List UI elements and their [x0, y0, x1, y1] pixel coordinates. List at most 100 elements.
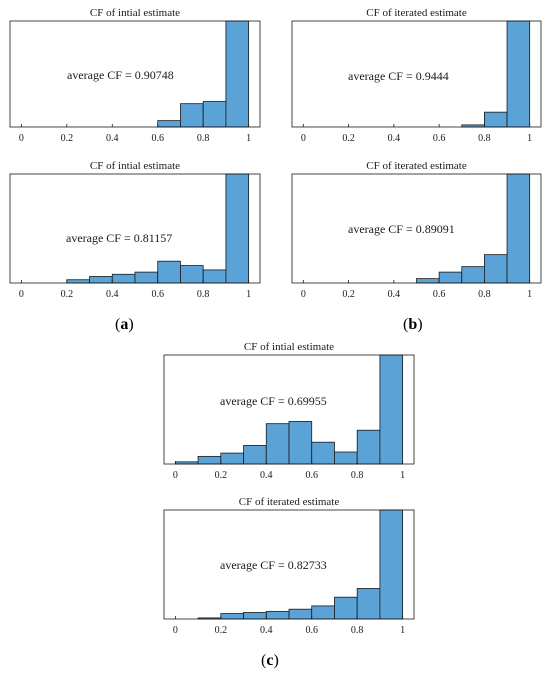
- histogram-bar: [157, 120, 181, 128]
- chart-a-0: CF of intial estimate 0 0.2 0.4 0.6 0.8 1 avera…: [9, 7, 261, 144]
- x-tick-label: 1: [527, 289, 532, 300]
- x-tick-label: 0.2: [61, 133, 74, 144]
- histogram-bar: [379, 354, 404, 465]
- histogram-bar: [484, 254, 508, 284]
- histogram-bar: [243, 445, 267, 465]
- x-tick-label: 0: [301, 289, 306, 300]
- x-tick-label: 0.6: [433, 133, 446, 144]
- x-tick-label: 0.2: [342, 133, 355, 144]
- x-tick-label: 0: [19, 133, 24, 144]
- chart-title: CF of intial estimate: [244, 341, 334, 353]
- panel-label-b: (b): [403, 316, 423, 333]
- x-tick-label: 0.8: [478, 133, 491, 144]
- chart-title: CF of intial estimate: [90, 7, 180, 19]
- plot-frame: [9, 20, 261, 128]
- histogram-bar: [66, 279, 90, 284]
- histogram-bar: [356, 588, 381, 620]
- histogram-bar: [225, 173, 250, 284]
- histogram-bar: [134, 271, 159, 284]
- chart-title: CF of iterated estimate: [366, 160, 467, 172]
- x-tick-label: 0.6: [433, 289, 446, 300]
- chart-c-4: CF of intial estimate 0 0.2 0.4 0.6 0.8 1 avera…: [163, 341, 415, 481]
- histogram-bar: [334, 451, 358, 465]
- chart-a-1: CF of iterated estimate 0 0.2 0.4 0.6 0.8 1 ave…: [291, 7, 542, 144]
- histogram-bar: [202, 269, 227, 284]
- average-cf-annotation: average CF = 0.69955: [220, 394, 327, 408]
- histogram-bar: [180, 103, 204, 128]
- average-cf-annotation: average CF = 0.89091: [348, 222, 455, 236]
- x-tick-label: 0.6: [305, 625, 318, 636]
- x-tick-label: 0.6: [151, 133, 164, 144]
- histogram-bar: [379, 509, 404, 620]
- histogram-bar: [225, 20, 250, 128]
- average-cf-annotation: average CF = 0.9444: [348, 69, 449, 83]
- average-cf-annotation: average CF = 0.90748: [67, 68, 174, 82]
- histogram-bar: [197, 455, 222, 465]
- chart-title: CF of iterated estimate: [239, 496, 340, 508]
- x-tick-label: 0.8: [197, 133, 210, 144]
- x-tick-label: 0.8: [197, 289, 210, 300]
- histogram-bar: [202, 101, 227, 128]
- histogram-bar: [220, 452, 244, 465]
- histogram-bar: [89, 276, 113, 284]
- plot-frame: [291, 20, 542, 128]
- x-tick-label: 0: [301, 133, 306, 144]
- histogram-bar: [243, 612, 267, 620]
- plot-frame: [163, 509, 415, 620]
- plot-frame: [291, 173, 542, 284]
- histogram-bar: [157, 260, 181, 284]
- x-tick-label: 0.8: [351, 625, 364, 636]
- histogram-bar: [111, 273, 136, 284]
- chart-title: CF of intial estimate: [90, 160, 180, 172]
- x-tick-label: 0.4: [260, 470, 273, 481]
- x-tick-label: 0.2: [215, 470, 228, 481]
- x-tick-label: 1: [246, 133, 251, 144]
- x-tick-label: 0.6: [151, 289, 164, 300]
- chart-c-5: CF of iterated estimate 0 0.2 0.4 0.6 0.8 1 ave…: [163, 496, 415, 636]
- x-tick-label: 0.2: [215, 625, 228, 636]
- x-tick-label: 0: [173, 625, 178, 636]
- histogram-bar: [506, 20, 531, 128]
- histogram-bar: [461, 266, 485, 284]
- histogram-bar: [265, 610, 290, 620]
- x-tick-label: 1: [400, 470, 405, 481]
- histogram-bar: [288, 608, 313, 620]
- x-tick-label: 1: [527, 133, 532, 144]
- x-tick-label: 0.4: [106, 289, 119, 300]
- panel-label-c-letter: c: [266, 652, 274, 669]
- x-tick-label: 0.4: [260, 625, 273, 636]
- x-tick-label: 0.6: [305, 470, 318, 481]
- average-cf-annotation: average CF = 0.81157: [66, 231, 172, 245]
- x-tick-label: 0.8: [478, 289, 491, 300]
- x-tick-label: 0.4: [106, 133, 119, 144]
- x-tick-label: 0.8: [351, 470, 364, 481]
- histogram-bar: [311, 441, 335, 465]
- histogram-bar: [334, 596, 358, 620]
- x-tick-label: 0.4: [388, 133, 401, 144]
- histogram-bar: [506, 173, 531, 284]
- x-tick-label: 1: [246, 289, 251, 300]
- histogram-bar: [311, 605, 335, 620]
- panel-label-a-letter: a: [120, 316, 129, 333]
- x-tick-label: 0: [19, 289, 24, 300]
- histogram-bar: [265, 423, 290, 465]
- chart-b-3: CF of iterated estimate 0 0.2 0.4 0.6 0.8 1 ave…: [291, 160, 542, 300]
- histogram-bar: [416, 278, 440, 284]
- histogram-bar: [484, 111, 508, 128]
- average-cf-annotation: average CF = 0.82733: [220, 558, 327, 572]
- x-tick-label: 0.4: [388, 289, 401, 300]
- plot-frame: [163, 354, 415, 465]
- x-tick-label: 1: [400, 625, 405, 636]
- x-tick-label: 0.2: [342, 289, 355, 300]
- panel-label-b-letter: b: [408, 316, 418, 333]
- histogram-bar: [438, 271, 463, 284]
- histogram-bar: [356, 429, 381, 465]
- histogram-bar: [180, 265, 204, 284]
- chart-b-2: CF of intial estimate 0 0.2 0.4 0.6 0.8 1 avera…: [9, 160, 261, 300]
- plot-frame: [9, 173, 261, 284]
- histogram-bar: [220, 613, 244, 620]
- panel-label-a: (a): [115, 316, 134, 333]
- x-tick-label: 0: [173, 470, 178, 481]
